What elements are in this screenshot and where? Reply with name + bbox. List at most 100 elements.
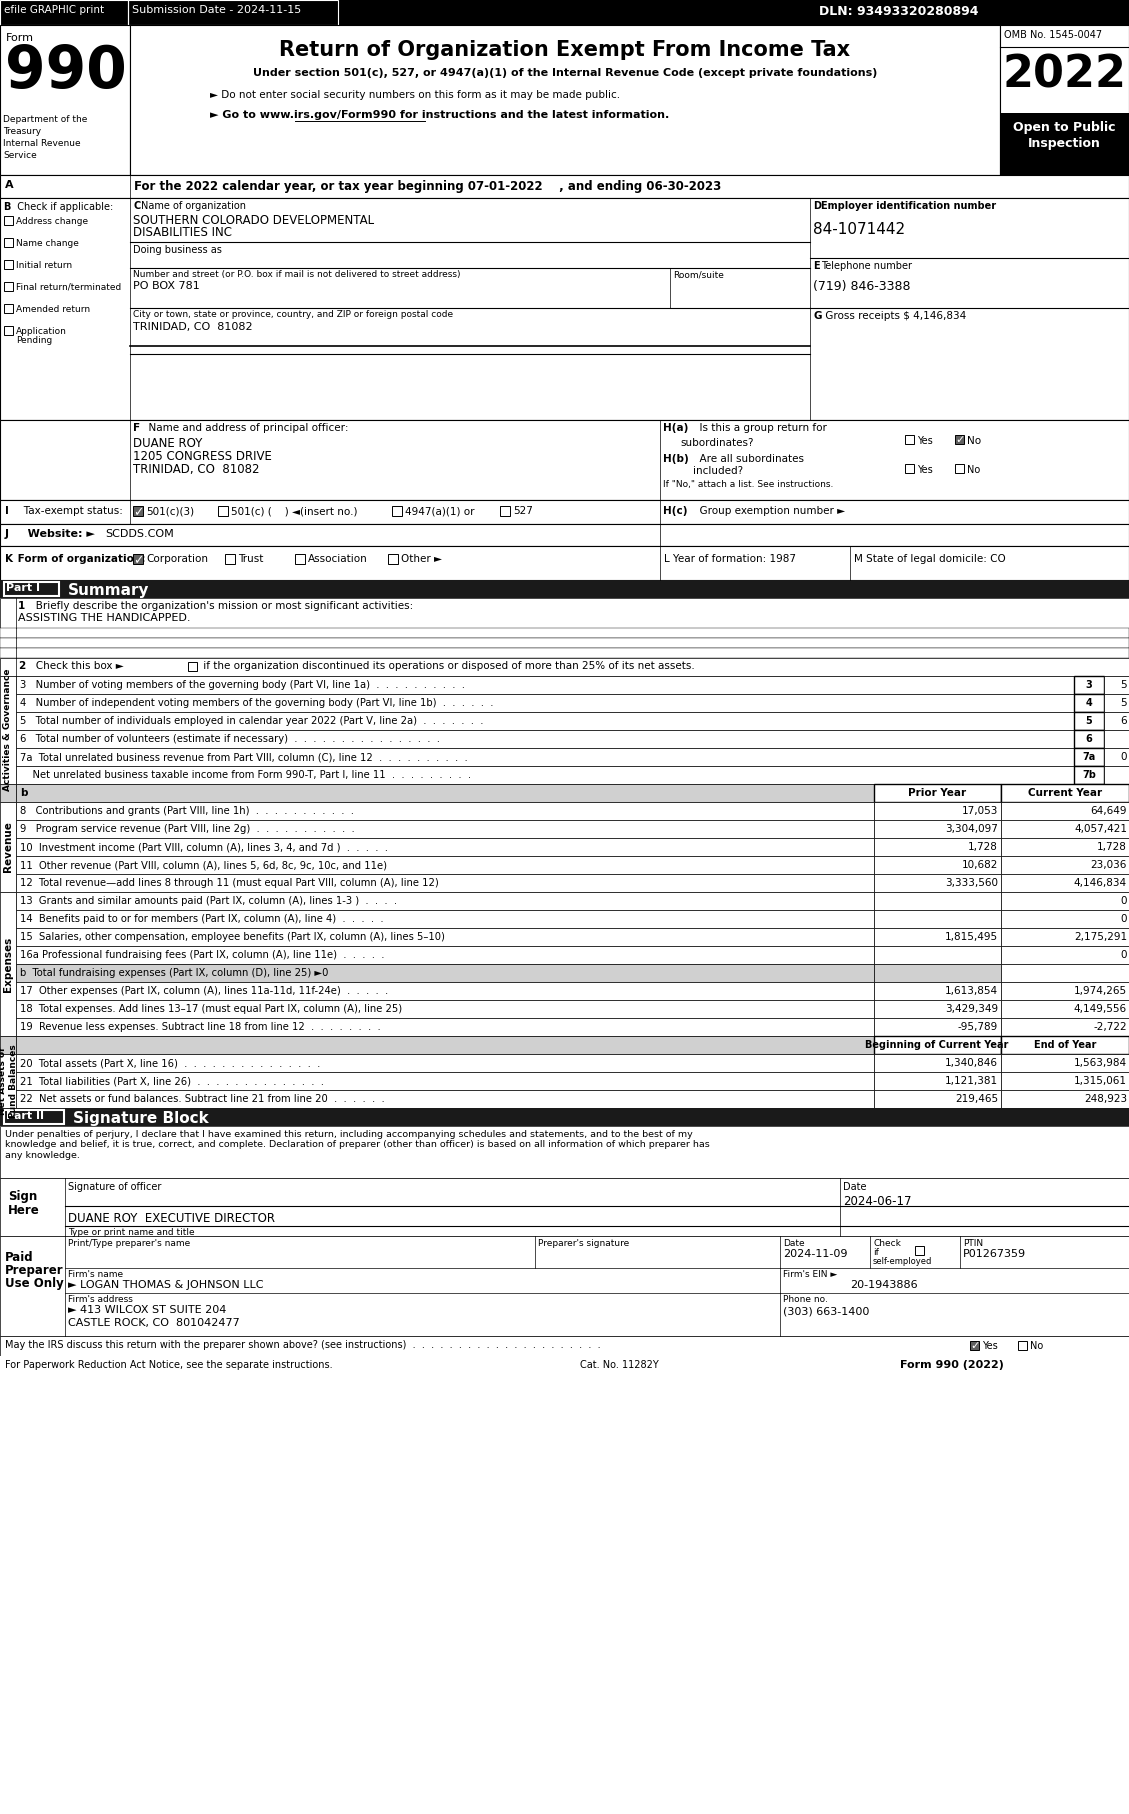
Bar <box>16 729 1074 747</box>
Bar <box>5 238 14 247</box>
Text: H(a): H(a) <box>663 423 689 434</box>
Text: 248,923: 248,923 <box>1084 1094 1127 1105</box>
Bar <box>0 1235 1129 1335</box>
Bar <box>0 1335 1129 1357</box>
Text: 1,974,265: 1,974,265 <box>1074 987 1127 996</box>
Bar <box>1000 25 1129 47</box>
Bar <box>1104 766 1129 784</box>
Text: End of Year: End of Year <box>1034 1039 1096 1050</box>
Text: Other ►: Other ► <box>401 553 441 564</box>
Bar <box>0 677 16 784</box>
Text: 10,682: 10,682 <box>962 860 998 871</box>
Bar <box>16 1072 874 1090</box>
Bar <box>225 553 235 564</box>
Text: 17  Other expenses (Part IX, column (A), lines 11a-11d, 11f-24e)  .  .  .  .  .: 17 Other expenses (Part IX, column (A), … <box>20 987 388 996</box>
Text: 4947(a)(1) or: 4947(a)(1) or <box>405 506 474 515</box>
Bar <box>5 281 14 290</box>
Text: SOUTHERN COLORADO DEVELOPMENTAL: SOUTHERN COLORADO DEVELOPMENTAL <box>133 214 374 227</box>
Text: Cat. No. 11282Y: Cat. No. 11282Y <box>580 1360 658 1370</box>
Bar <box>16 892 874 911</box>
Text: For Paperwork Reduction Act Notice, see the separate instructions.: For Paperwork Reduction Act Notice, see … <box>5 1360 333 1370</box>
Text: 5   Total number of individuals employed in calendar year 2022 (Part V, line 2a): 5 Total number of individuals employed i… <box>20 717 483 726</box>
Bar <box>874 856 1001 874</box>
Text: (719) 846-3388: (719) 846-3388 <box>813 279 910 294</box>
Bar <box>16 929 874 945</box>
Text: DUANE ROY  EXECUTIVE DIRECTOR: DUANE ROY EXECUTIVE DIRECTOR <box>68 1212 275 1224</box>
Bar <box>874 784 1001 802</box>
Bar <box>0 0 1129 25</box>
Text: 3,429,349: 3,429,349 <box>945 1003 998 1014</box>
Bar <box>0 639 1129 648</box>
Bar <box>874 945 1001 963</box>
Text: Briefly describe the organization's mission or most significant activities:: Briefly describe the organization's miss… <box>26 600 413 611</box>
Text: ► Go to www.irs.gov/Form990 for instructions and the latest information.: ► Go to www.irs.gov/Form990 for instruct… <box>210 111 669 120</box>
Text: 11  Other revenue (Part VIII, column (A), lines 5, 6d, 8c, 9c, 10c, and 11e): 11 Other revenue (Part VIII, column (A),… <box>20 860 387 871</box>
Bar <box>1000 25 1129 174</box>
Text: 1: 1 <box>18 600 25 611</box>
Text: Current Year: Current Year <box>1027 787 1102 798</box>
Text: Activities & Governance: Activities & Governance <box>3 669 12 791</box>
Bar <box>1104 747 1129 766</box>
Text: No: No <box>1030 1341 1043 1351</box>
Text: 5: 5 <box>1086 717 1093 726</box>
Text: Summary: Summary <box>68 582 149 599</box>
Text: Is this a group return for: Is this a group return for <box>693 423 826 434</box>
Bar <box>874 802 1001 820</box>
Bar <box>874 963 1001 981</box>
Text: 13  Grants and similar amounts paid (Part IX, column (A), lines 1-3 )  .  .  .  : 13 Grants and similar amounts paid (Part… <box>20 896 397 905</box>
Text: 4,149,556: 4,149,556 <box>1074 1003 1127 1014</box>
Text: No: No <box>968 435 981 446</box>
Bar <box>874 1090 1001 1108</box>
Bar <box>16 1018 874 1036</box>
Text: b  Total fundraising expenses (Part IX, column (D), line 25) ►0: b Total fundraising expenses (Part IX, c… <box>20 969 329 978</box>
Bar <box>970 1341 979 1350</box>
Bar <box>0 1177 1129 1235</box>
Text: Firm's address: Firm's address <box>68 1295 133 1304</box>
Bar <box>1104 713 1129 729</box>
Text: -2,722: -2,722 <box>1093 1021 1127 1032</box>
Text: I: I <box>5 506 9 515</box>
Text: 3   Number of voting members of the governing body (Part VI, line 1a)  .  .  .  : 3 Number of voting members of the govern… <box>20 680 465 689</box>
Bar <box>16 1036 874 1054</box>
Text: Part I: Part I <box>6 582 40 593</box>
Text: efile GRAPHIC print: efile GRAPHIC print <box>5 5 104 15</box>
Text: Application: Application <box>16 327 67 336</box>
Text: Under section 501(c), 527, or 4947(a)(1) of the Internal Revenue Code (except pr: Under section 501(c), 527, or 4947(a)(1)… <box>253 67 877 78</box>
Text: Association: Association <box>308 553 368 564</box>
Bar <box>1074 713 1104 729</box>
Text: ► 413 WILCOX ST SUITE 204: ► 413 WILCOX ST SUITE 204 <box>68 1304 227 1315</box>
Bar <box>874 838 1001 856</box>
Text: Print/Type preparer's name: Print/Type preparer's name <box>68 1239 191 1248</box>
Bar <box>1001 856 1129 874</box>
Bar <box>1000 112 1129 174</box>
Text: Preparer: Preparer <box>5 1264 63 1277</box>
Text: Room/suite: Room/suite <box>673 270 724 279</box>
Text: 1,315,061: 1,315,061 <box>1074 1076 1127 1087</box>
Text: 7a: 7a <box>1083 753 1095 762</box>
Bar <box>16 838 874 856</box>
Text: Name of organization: Name of organization <box>141 201 246 210</box>
Bar <box>1001 963 1129 981</box>
Bar <box>388 553 399 564</box>
Text: 1,728: 1,728 <box>969 842 998 853</box>
Text: Beginning of Current Year: Beginning of Current Year <box>865 1039 1008 1050</box>
Text: Firm's EIN ►: Firm's EIN ► <box>784 1270 838 1279</box>
Bar <box>874 874 1001 892</box>
Text: 23,036: 23,036 <box>1091 860 1127 871</box>
Bar <box>16 1000 874 1018</box>
Bar <box>1104 677 1129 695</box>
Bar <box>0 599 1129 628</box>
Bar <box>955 464 964 473</box>
Text: Form: Form <box>6 33 34 44</box>
Text: May the IRS discuss this return with the preparer shown above? (see instructions: May the IRS discuss this return with the… <box>5 1341 601 1350</box>
Bar <box>5 305 14 314</box>
Bar <box>1001 1036 1129 1054</box>
Text: Type or print name and title: Type or print name and title <box>68 1228 194 1237</box>
Bar <box>1074 766 1104 784</box>
Text: ✓: ✓ <box>133 506 145 519</box>
Text: 3,333,560: 3,333,560 <box>945 878 998 889</box>
Text: A: A <box>5 180 14 190</box>
Bar <box>5 259 14 268</box>
Bar <box>295 553 305 564</box>
Text: If "No," attach a list. See instructions.: If "No," attach a list. See instructions… <box>663 481 833 490</box>
